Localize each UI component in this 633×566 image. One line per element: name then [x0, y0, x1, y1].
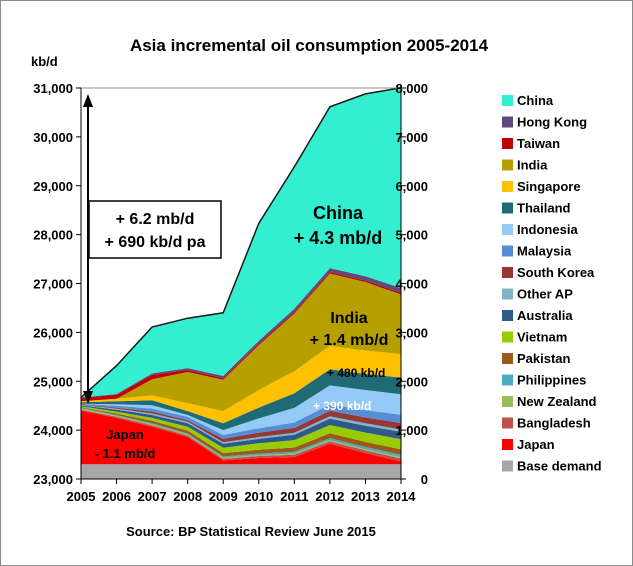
- area-singapore: [81, 345, 401, 424]
- left-axis-tick-label: 27,000: [33, 277, 73, 292]
- legend-swatch-thailand: [502, 202, 513, 214]
- area-base-demand: [81, 464, 401, 479]
- china-annotation-line2: + 4.3 mb/d: [294, 228, 383, 248]
- right-axis-tick-label: 2,000: [395, 374, 428, 389]
- x-axis-tick-label: 2005: [67, 489, 96, 504]
- right-axis-tick-label: 0: [421, 472, 428, 487]
- left-axis-tick-label: 23,000: [33, 472, 73, 487]
- right-axis-tick-label: 1,000: [395, 423, 428, 438]
- right-axis-tick-label: 3,000: [395, 325, 428, 340]
- left-axis-tick-label: 28,000: [33, 228, 73, 243]
- legend-swatch-philippines: [502, 374, 513, 386]
- left-axis-tick-label: 26,000: [33, 325, 73, 340]
- area-australia: [81, 405, 401, 448]
- area-thailand: [81, 369, 401, 431]
- legend-label-philippines: Philippines: [517, 373, 586, 388]
- indonesia-annotation: + 390 kb/d: [313, 399, 371, 413]
- x-axis-tick-label: 2010: [244, 489, 273, 504]
- legend-swatch-china: [502, 95, 513, 106]
- x-axis-tick-label: 2006: [102, 489, 131, 504]
- legend-swatch-other-ap: [502, 288, 513, 300]
- area-malaysia: [81, 403, 401, 439]
- india-annotation-line2: + 1.4 mb/d: [310, 332, 389, 349]
- chart-title: Asia incremental oil consumption 2005-20…: [130, 36, 489, 55]
- legend-label-australia: Australia: [517, 308, 573, 323]
- japan-annotation-line1: Japan: [106, 427, 144, 442]
- legend-label-japan: Japan: [517, 437, 555, 452]
- legend-swatch-bangladesh: [502, 417, 513, 429]
- left-axis-tick-label: 30,000: [33, 130, 73, 145]
- legend-swatch-vietnam: [502, 331, 513, 343]
- legend-label-hong-kong: Hong Kong: [517, 115, 587, 130]
- right-axis-tick-label: 6,000: [395, 179, 428, 194]
- legend-label-other-ap: Other AP: [517, 287, 573, 302]
- legend-swatch-new-zealand: [502, 396, 513, 407]
- axes: 23,000 24,000 25,000 26,000 27,000 28,000 29,0…: [33, 81, 428, 504]
- area-china: [81, 87, 401, 398]
- area-outline-china: [80, 87, 402, 398]
- legend-label-thailand: Thailand: [517, 201, 571, 216]
- legend-label-bangladesh: Bangladesh: [517, 416, 591, 431]
- legend-swatch-hong-kong: [502, 116, 513, 128]
- total-growth-line2: + 690 kb/d pa: [105, 234, 206, 251]
- legend-swatch-base-demand: [502, 460, 513, 472]
- legend-label-indonesia: Indonesia: [517, 222, 578, 237]
- area-south-korea: [81, 404, 401, 443]
- legend-swatch-india: [502, 159, 513, 171]
- area-vietnam: [81, 406, 401, 454]
- area-other-ap: [81, 404, 401, 444]
- legend-swatch-pakistan: [502, 353, 513, 364]
- x-axis-tick-label: 2014: [387, 489, 417, 504]
- right-axis-tick-label: 4,000: [395, 277, 428, 292]
- legend-label-india: India: [517, 158, 548, 173]
- arrow-head-top: [83, 94, 93, 107]
- india-annotation-line1: India: [330, 310, 367, 327]
- left-axis-unit: kb/d: [31, 54, 58, 69]
- left-axis-tick-label: 29,000: [33, 179, 73, 194]
- total-growth-box: [88, 200, 222, 259]
- left-axis-tick-label: 24,000: [33, 423, 73, 438]
- x-axis-tick-label: 2007: [138, 489, 167, 504]
- legend-label-new-zealand: New Zealand: [517, 394, 597, 409]
- legend-label-south-korea: South Korea: [517, 265, 595, 280]
- legend-label-pakistan: Pakistan: [517, 351, 571, 366]
- singapore-annotation: + 480 kb/d: [327, 366, 385, 380]
- legend-swatch-japan: [502, 439, 513, 450]
- x-axis-tick-label: 2008: [173, 489, 202, 504]
- legend-swatch-south-korea: [502, 267, 513, 278]
- japan-annotation-line2: - 1.1 mb/d: [95, 446, 156, 461]
- stacked-areas: [80, 87, 402, 479]
- legend: China Hong Kong Taiwan India Singapore Thaila…: [502, 93, 602, 474]
- area-india: [81, 273, 401, 412]
- x-axis-tick-label: 2013: [351, 489, 380, 504]
- right-axis-tick-label: 5,000: [395, 228, 428, 243]
- legend-swatch-indonesia: [502, 224, 513, 235]
- legend-swatch-australia: [502, 310, 513, 321]
- right-axis-tick-label: 8,000: [395, 81, 428, 96]
- arrow-head-bottom: [83, 391, 93, 404]
- china-annotation-line1: China: [313, 203, 364, 223]
- area-japan: [81, 410, 401, 465]
- total-growth-line1: + 6.2 mb/d: [116, 211, 195, 228]
- left-axis-tick-label: 31,000: [33, 81, 73, 96]
- x-axis-tick-label: 2011: [280, 489, 308, 504]
- area-indonesia: [81, 385, 401, 435]
- legend-swatch-singapore: [502, 181, 513, 192]
- legend-label-vietnam: Vietnam: [517, 330, 567, 345]
- area-hong-kong: [81, 268, 401, 398]
- legend-label-malaysia: Malaysia: [517, 244, 572, 259]
- source-note: Source: BP Statistical Review June 2015: [126, 524, 376, 539]
- legend-swatch-taiwan: [502, 138, 513, 149]
- right-axis-tick-label: 7,000: [395, 130, 428, 145]
- legend-label-base-demand: Base demand: [517, 459, 602, 474]
- x-axis-tick-label: 2012: [315, 489, 344, 504]
- legend-label-singapore: Singapore: [517, 179, 581, 194]
- legend-label-taiwan: Taiwan: [517, 136, 560, 151]
- x-axis-tick-label: 2009: [209, 489, 238, 504]
- left-axis-tick-label: 25,000: [33, 374, 73, 389]
- legend-swatch-malaysia: [502, 245, 513, 257]
- legend-label-china: China: [517, 93, 554, 108]
